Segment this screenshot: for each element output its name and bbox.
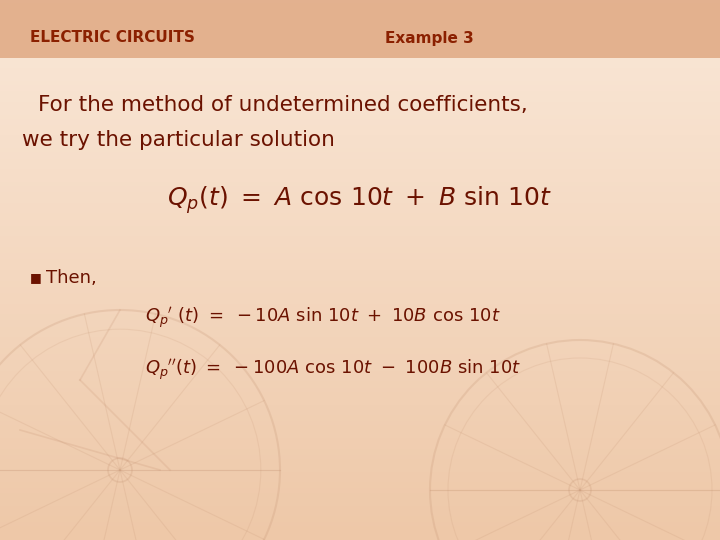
Text: ■: ■ xyxy=(30,272,42,285)
Text: ELECTRIC CIRCUITS: ELECTRIC CIRCUITS xyxy=(30,30,195,45)
Text: For the method of undetermined coefficients,: For the method of undetermined coefficie… xyxy=(38,95,528,115)
Text: $Q_p{}''(t)\ =\ -100A\ \mathrm{cos}\ 10t\ -\ 100B\ \mathrm{sin}\ 10t$: $Q_p{}''(t)\ =\ -100A\ \mathrm{cos}\ 10t… xyxy=(145,357,521,383)
Text: we try the particular solution: we try the particular solution xyxy=(22,130,335,150)
Text: $Q_p(t)\ =\ A\ \mathrm{cos}\ 10t\ +\ B\ \mathrm{sin}\ 10t$: $Q_p(t)\ =\ A\ \mathrm{cos}\ 10t\ +\ B\ … xyxy=(167,184,553,216)
Bar xyxy=(0,0,720,58)
Text: Example 3: Example 3 xyxy=(385,30,474,45)
Text: $Q_p{}'\ (t)\ =\ -10A\ \mathrm{sin}\ 10t\ +\ 10B\ \mathrm{cos}\ 10t$: $Q_p{}'\ (t)\ =\ -10A\ \mathrm{sin}\ 10t… xyxy=(145,306,501,330)
Text: Then,: Then, xyxy=(46,269,96,287)
